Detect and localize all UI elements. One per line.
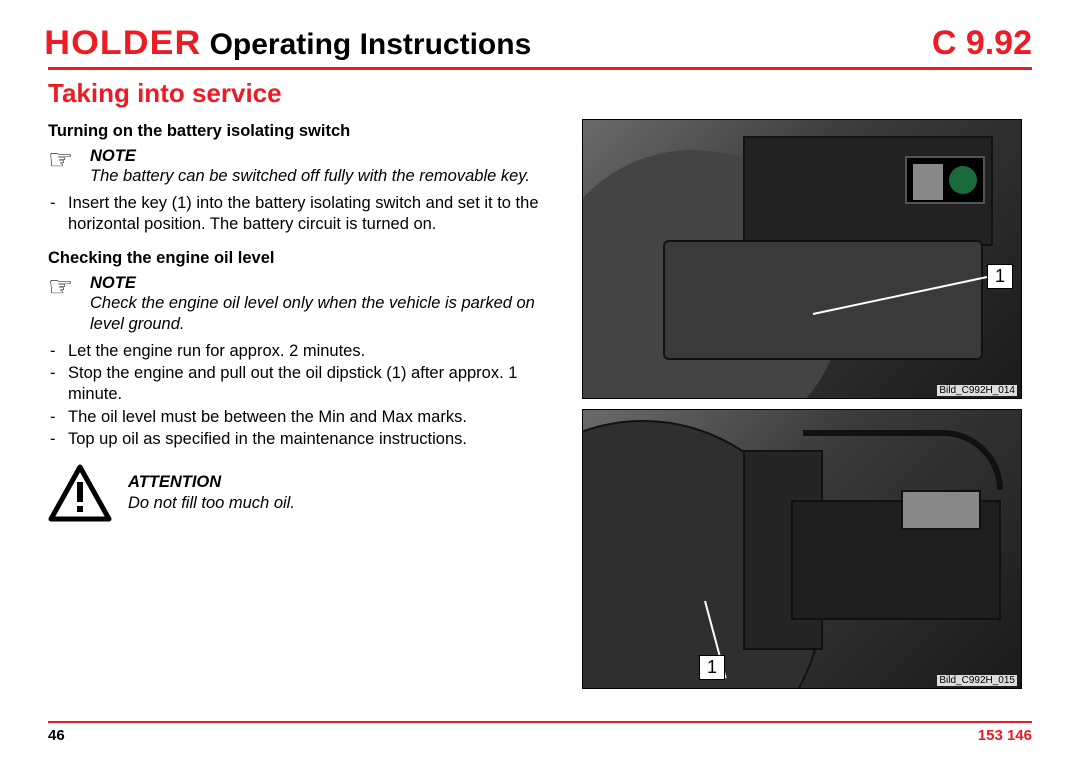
note-text: Check the engine oil level only when the… bbox=[90, 293, 558, 334]
page-header: HOLDER Operating Instructions C 9.92 bbox=[48, 24, 1032, 70]
pointing-hand-icon: ☞ bbox=[48, 146, 90, 174]
text-column: Turning on the battery isolating switch … bbox=[48, 119, 558, 689]
brand-logo: HOLDER bbox=[44, 24, 201, 63]
figure-id: Bild_C992H_015 bbox=[937, 675, 1017, 686]
list-item: The oil level must be between the Min an… bbox=[48, 407, 558, 428]
note-text: The battery can be switched off fully wi… bbox=[90, 166, 558, 187]
note-label: NOTE bbox=[90, 146, 558, 167]
attention-block: ATTENTION Do not fill too much oil. bbox=[48, 464, 558, 522]
attention-text: Do not fill too much oil. bbox=[128, 493, 558, 514]
figure-column: 1 Bild_C992H_014 1 Bild_C992H_015 bbox=[582, 119, 1032, 689]
document-title: Operating Instructions bbox=[210, 28, 532, 62]
battery-step-list: Insert the key (1) into the battery isol… bbox=[48, 193, 558, 234]
callout-number: 1 bbox=[987, 264, 1013, 289]
attention-label: ATTENTION bbox=[128, 472, 558, 493]
figure-battery-switch: 1 Bild_C992H_014 bbox=[582, 119, 1022, 399]
figure-oil-dipstick: 1 Bild_C992H_015 bbox=[582, 409, 1022, 689]
note-label: NOTE bbox=[90, 273, 558, 294]
oil-step-list: Let the engine run for approx. 2 minutes… bbox=[48, 341, 558, 450]
list-item: Stop the engine and pull out the oil dip… bbox=[48, 363, 558, 404]
list-item: Insert the key (1) into the battery isol… bbox=[48, 193, 558, 234]
section-title: Taking into service bbox=[48, 78, 1032, 109]
oil-heading: Checking the engine oil level bbox=[48, 248, 558, 269]
callout-number: 1 bbox=[699, 655, 725, 680]
battery-heading: Turning on the battery isolating switch bbox=[48, 121, 558, 142]
figure-id: Bild_C992H_014 bbox=[937, 385, 1017, 396]
content-area: Turning on the battery isolating switch … bbox=[48, 119, 1032, 689]
document-number: 153 146 bbox=[978, 727, 1032, 744]
warning-triangle-icon bbox=[48, 464, 112, 522]
page-footer: 46 153 146 bbox=[48, 721, 1032, 744]
list-item: Top up oil as specified in the maintenan… bbox=[48, 429, 558, 450]
page-number: 46 bbox=[48, 727, 65, 744]
pointing-hand-icon: ☞ bbox=[48, 273, 90, 301]
model-number: C 9.92 bbox=[932, 24, 1032, 63]
battery-note: ☞ NOTE The battery can be switched off f… bbox=[48, 146, 558, 187]
oil-note: ☞ NOTE Check the engine oil level only w… bbox=[48, 273, 558, 335]
list-item: Let the engine run for approx. 2 minutes… bbox=[48, 341, 558, 362]
